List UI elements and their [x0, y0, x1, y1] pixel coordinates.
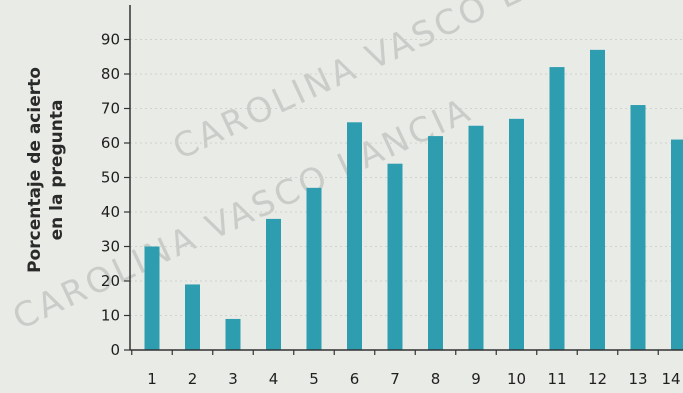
y-tick-label: 10: [101, 307, 120, 325]
x-tick-label-14: 14: [661, 370, 680, 388]
y-tick-labels: 0 10 20 30 40 50 60 70 80 90: [101, 31, 130, 359]
bar-12: [590, 49, 605, 350]
x-tick-label-4: 4: [269, 370, 279, 388]
x-tick-label-9: 9: [471, 370, 481, 388]
y-tick-label: 0: [110, 341, 120, 359]
bars: [144, 49, 683, 350]
y-tick-label: 40: [101, 203, 120, 221]
bar-4: [266, 218, 281, 350]
y-tick-label: 90: [101, 31, 120, 49]
y-axis-label-line-1: Porcentaje de acierto: [25, 67, 45, 273]
bar-1: [144, 246, 160, 350]
x-tick-label-13: 13: [628, 370, 647, 388]
x-tick-labels: 1 2 3 4 5 6 7 8 9 10 11 12 13 14: [131, 350, 681, 388]
x-tick-label-12: 12: [588, 370, 607, 388]
bar-11: [549, 67, 565, 350]
bar-2: [185, 284, 200, 350]
x-tick-label-3: 3: [228, 370, 238, 388]
x-tick-label-1: 1: [147, 370, 157, 388]
bar-5: [306, 187, 322, 350]
bar-9: [468, 125, 484, 350]
y-axis-label: Porcentaje de acierto en la pregunta: [25, 67, 67, 273]
y-tick-label: 20: [101, 272, 120, 290]
x-tick-label-11: 11: [547, 370, 566, 388]
y-tick-label: 70: [101, 100, 120, 118]
x-tick-label-10: 10: [507, 370, 526, 388]
x-tick-label-8: 8: [431, 370, 441, 388]
bar-7: [387, 163, 403, 350]
y-tick-label: 80: [101, 65, 120, 83]
x-tick-label-2: 2: [188, 370, 198, 388]
y-axis-label-line-2: en la pregunta: [47, 100, 67, 241]
x-tick-label-7: 7: [390, 370, 400, 388]
bar-13: [630, 105, 646, 350]
x-tick-label-6: 6: [350, 370, 360, 388]
y-tick-label: 60: [101, 134, 120, 152]
x-tick-label-5: 5: [309, 370, 319, 388]
y-tick-label: 30: [101, 238, 120, 256]
bar-10: [509, 118, 524, 350]
bar-14: [671, 139, 683, 350]
bar-3: [225, 318, 241, 350]
y-tick-label: 50: [101, 169, 120, 187]
bar-6: [347, 122, 362, 350]
bar-8: [428, 136, 443, 350]
